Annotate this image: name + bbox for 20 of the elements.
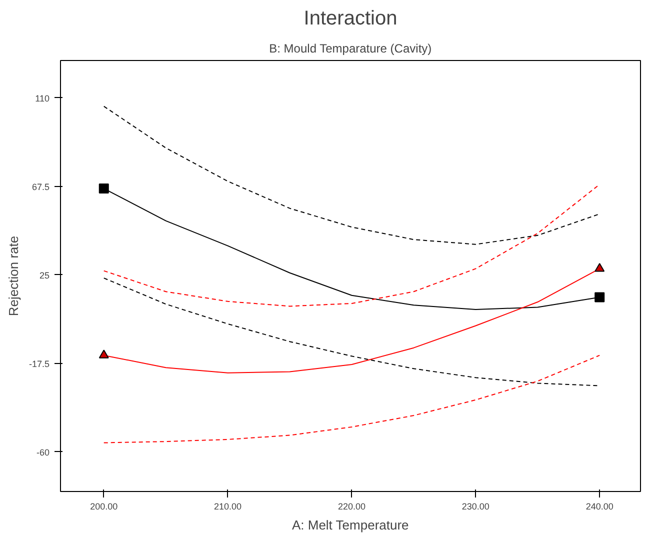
point <box>594 292 605 302</box>
x-tick-label: 220.00 <box>338 502 366 512</box>
x-axis-title: A: Melt Temperature <box>292 518 409 532</box>
point <box>98 350 109 358</box>
y-tick-label: 25 <box>39 270 50 280</box>
chart-title: Interaction <box>304 8 398 30</box>
y-tick-label: 110 <box>35 93 50 104</box>
x-tick-label: 200.00 <box>90 502 118 512</box>
x-tick-label: 240.00 <box>586 502 614 512</box>
y-tick-label: -17.5 <box>28 358 50 369</box>
y-tick-label: 67.5 <box>32 182 50 192</box>
line-series <box>103 106 600 245</box>
point <box>98 184 109 194</box>
chart-subtitle: B: Mould Temparature (Cavity) <box>269 42 432 56</box>
point <box>594 263 605 272</box>
y-axis-title: Rejection rate <box>6 236 21 316</box>
y-tick-label: -60 <box>36 447 50 458</box>
x-tick-label: 210.00 <box>214 502 242 512</box>
x-tick-label: 230.00 <box>462 502 490 512</box>
line-series <box>103 354 600 444</box>
